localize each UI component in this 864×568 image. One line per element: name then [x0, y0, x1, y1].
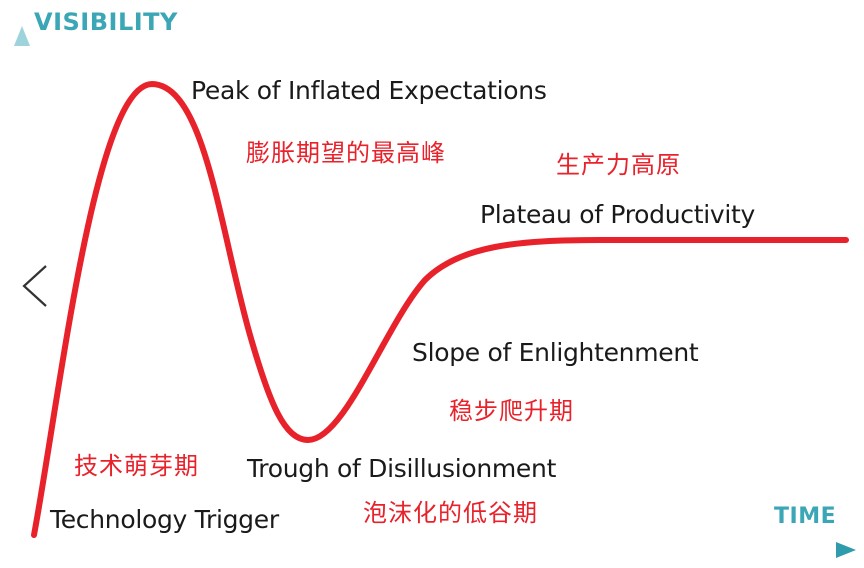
chevron-left-icon[interactable]: [18, 262, 54, 310]
label-trough: Trough of Disillusionment: [247, 454, 557, 483]
label-technology-trigger-cn: 技术萌芽期: [74, 452, 199, 480]
label-peak-cn: 膨胀期望的最高峰: [246, 139, 446, 167]
label-trough-cn: 泡沫化的低谷期: [363, 499, 538, 527]
label-peak: Peak of Inflated Expectations: [191, 76, 547, 105]
label-technology-trigger: Technology Trigger: [50, 505, 279, 534]
label-slope-cn: 稳步爬升期: [449, 397, 574, 425]
hype-cycle-curve: [31, 81, 849, 538]
x-axis-arrowhead: [836, 542, 856, 558]
label-plateau-cn: 生产力高原: [556, 151, 681, 179]
y-axis-arrowhead: [14, 26, 30, 46]
y-axis-title: VISIBILITY: [34, 8, 178, 36]
label-slope: Slope of Enlightenment: [412, 338, 699, 367]
x-axis-title: TIME: [774, 504, 837, 529]
label-plateau: Plateau of Productivity: [480, 200, 755, 229]
